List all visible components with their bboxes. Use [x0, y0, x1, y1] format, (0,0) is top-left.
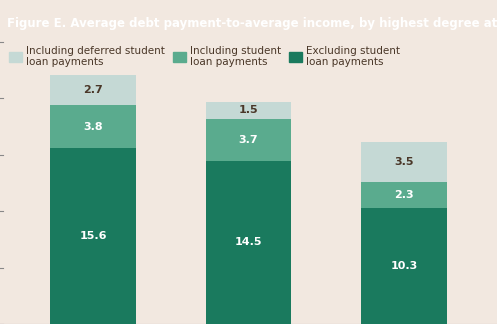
Bar — [51, 75, 136, 105]
Text: 2.3: 2.3 — [394, 190, 414, 200]
Text: 3.5: 3.5 — [394, 157, 414, 167]
Legend: Including deferred student
loan payments, Including student
loan payments, Exclu: Including deferred student loan payments… — [5, 42, 404, 72]
Bar — [361, 143, 446, 182]
Bar — [206, 102, 291, 119]
Bar — [51, 148, 136, 324]
Text: 10.3: 10.3 — [390, 261, 417, 271]
Bar — [361, 208, 446, 324]
Text: 1.5: 1.5 — [239, 105, 258, 115]
Text: 2.7: 2.7 — [83, 85, 103, 95]
Text: 3.8: 3.8 — [83, 122, 103, 132]
Bar — [206, 160, 291, 324]
Text: Figure E. Average debt payment-to-average income, by highest degree attained, 20: Figure E. Average debt payment-to-averag… — [7, 17, 497, 30]
Text: 3.7: 3.7 — [239, 135, 258, 145]
Text: 14.5: 14.5 — [235, 237, 262, 247]
Bar — [361, 182, 446, 208]
Text: 15.6: 15.6 — [80, 231, 107, 241]
Bar — [206, 119, 291, 160]
Bar — [51, 105, 136, 148]
